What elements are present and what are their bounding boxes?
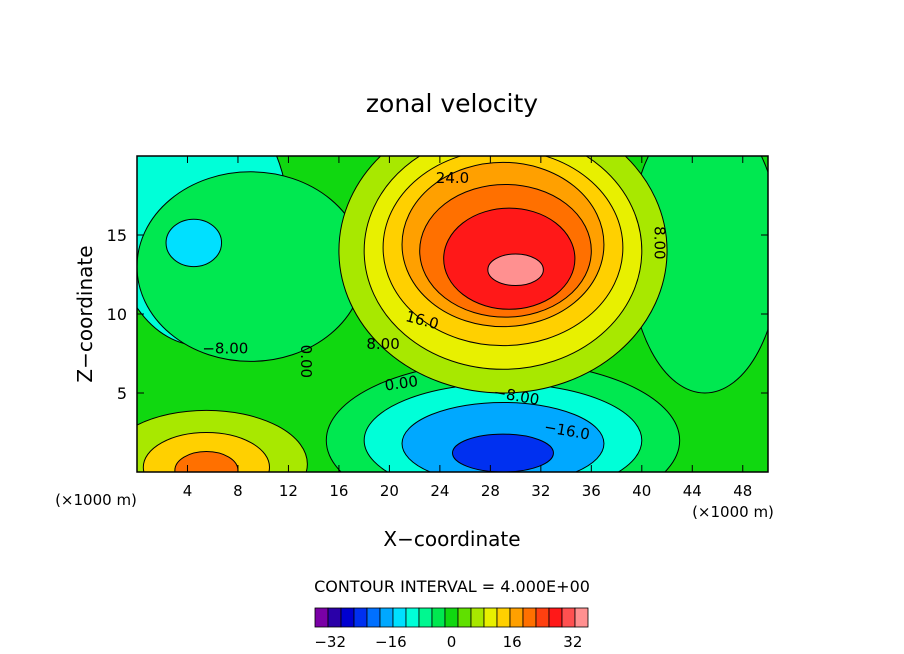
colorbar-tick-label: −16 <box>375 633 407 651</box>
x-tick-label: 12 <box>279 482 298 500</box>
y-tick-label: 15 <box>107 226 127 245</box>
colorbar-swatch <box>379 607 394 628</box>
colorbar-swatch <box>366 607 381 628</box>
chart-title: zonal velocity <box>366 89 538 118</box>
colorbar-tick-label: 0 <box>447 633 457 651</box>
contour-label: 24.0 <box>436 169 469 187</box>
contour-label: 8.00 <box>366 335 399 353</box>
colorbar-swatch <box>444 607 459 628</box>
colorbar-tick-labels: −32 −16 0 16 32 <box>314 633 582 651</box>
x-tick-label: 4 <box>183 482 193 500</box>
x-axis-label: X−coordinate <box>383 527 520 551</box>
x-tick-label: 8 <box>233 482 243 500</box>
field-region-jet-max <box>487 253 544 287</box>
colorbar-swatch <box>548 607 563 628</box>
x-tick-label: 32 <box>531 482 550 500</box>
colorbar <box>314 607 589 628</box>
contour-label: −8.00 <box>202 340 248 358</box>
colorbar-tick-label: −32 <box>314 633 346 651</box>
colorbar-swatch <box>483 607 498 628</box>
contour-label: 0.00 <box>384 372 420 394</box>
colorbar-swatch <box>574 607 589 628</box>
y-axis: 5 10 15 <box>107 226 768 403</box>
x-tick-label: 20 <box>380 482 399 500</box>
colorbar-swatch <box>418 607 433 628</box>
colorbar-tick-label: 16 <box>503 633 522 651</box>
x-tick-label: 44 <box>683 482 702 500</box>
contour-label: 0.00 <box>297 345 315 378</box>
contour-label: 8.00 <box>650 226 668 259</box>
colorbar-swatch <box>405 607 420 628</box>
y-tick-label: 5 <box>117 384 127 403</box>
y-axis-label: Z−coordinate <box>73 245 97 382</box>
x-tick-label: 48 <box>733 482 752 500</box>
colorbar-swatch <box>431 607 446 628</box>
colorbar-swatch <box>535 607 550 628</box>
colorbar-swatch <box>340 607 355 628</box>
field-region-upper-left <box>137 171 365 362</box>
colorbar-swatch <box>470 607 485 628</box>
x-tick-label: 16 <box>329 482 348 500</box>
colorbar-swatch <box>314 607 329 628</box>
colorbar-swatch <box>509 607 524 628</box>
colorbar-swatch <box>353 607 368 628</box>
x-tick-label: 24 <box>430 482 449 500</box>
x-tick-label: 36 <box>582 482 601 500</box>
contour-interval-text: CONTOUR INTERVAL = 4.000E+00 <box>314 577 590 596</box>
colorbar-swatch <box>561 607 576 628</box>
colorbar-swatch <box>457 607 472 628</box>
x-tick-label: 40 <box>632 482 651 500</box>
colorbar-swatch <box>496 607 511 628</box>
field-region-upper-left-core <box>165 218 223 268</box>
field-region-lower <box>452 433 554 472</box>
y-tick-label: 10 <box>107 305 127 324</box>
x-tick-label: 28 <box>481 482 500 500</box>
x-unit-left: (×1000 m) <box>55 491 137 509</box>
colorbar-swatch <box>327 607 342 628</box>
colorbar-swatch <box>522 607 537 628</box>
plot-area <box>137 156 768 472</box>
colorbar-tick-label: 32 <box>563 633 582 651</box>
x-unit-right: (×1000 m) <box>692 503 774 521</box>
x-axis: 4 8 12 16 20 24 28 32 36 40 44 48 <box>183 156 752 500</box>
colorbar-swatch <box>392 607 407 628</box>
